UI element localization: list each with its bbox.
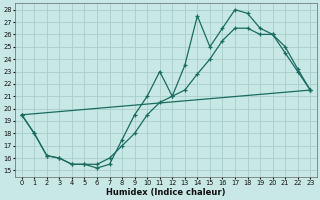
X-axis label: Humidex (Indice chaleur): Humidex (Indice chaleur) bbox=[106, 188, 226, 197]
